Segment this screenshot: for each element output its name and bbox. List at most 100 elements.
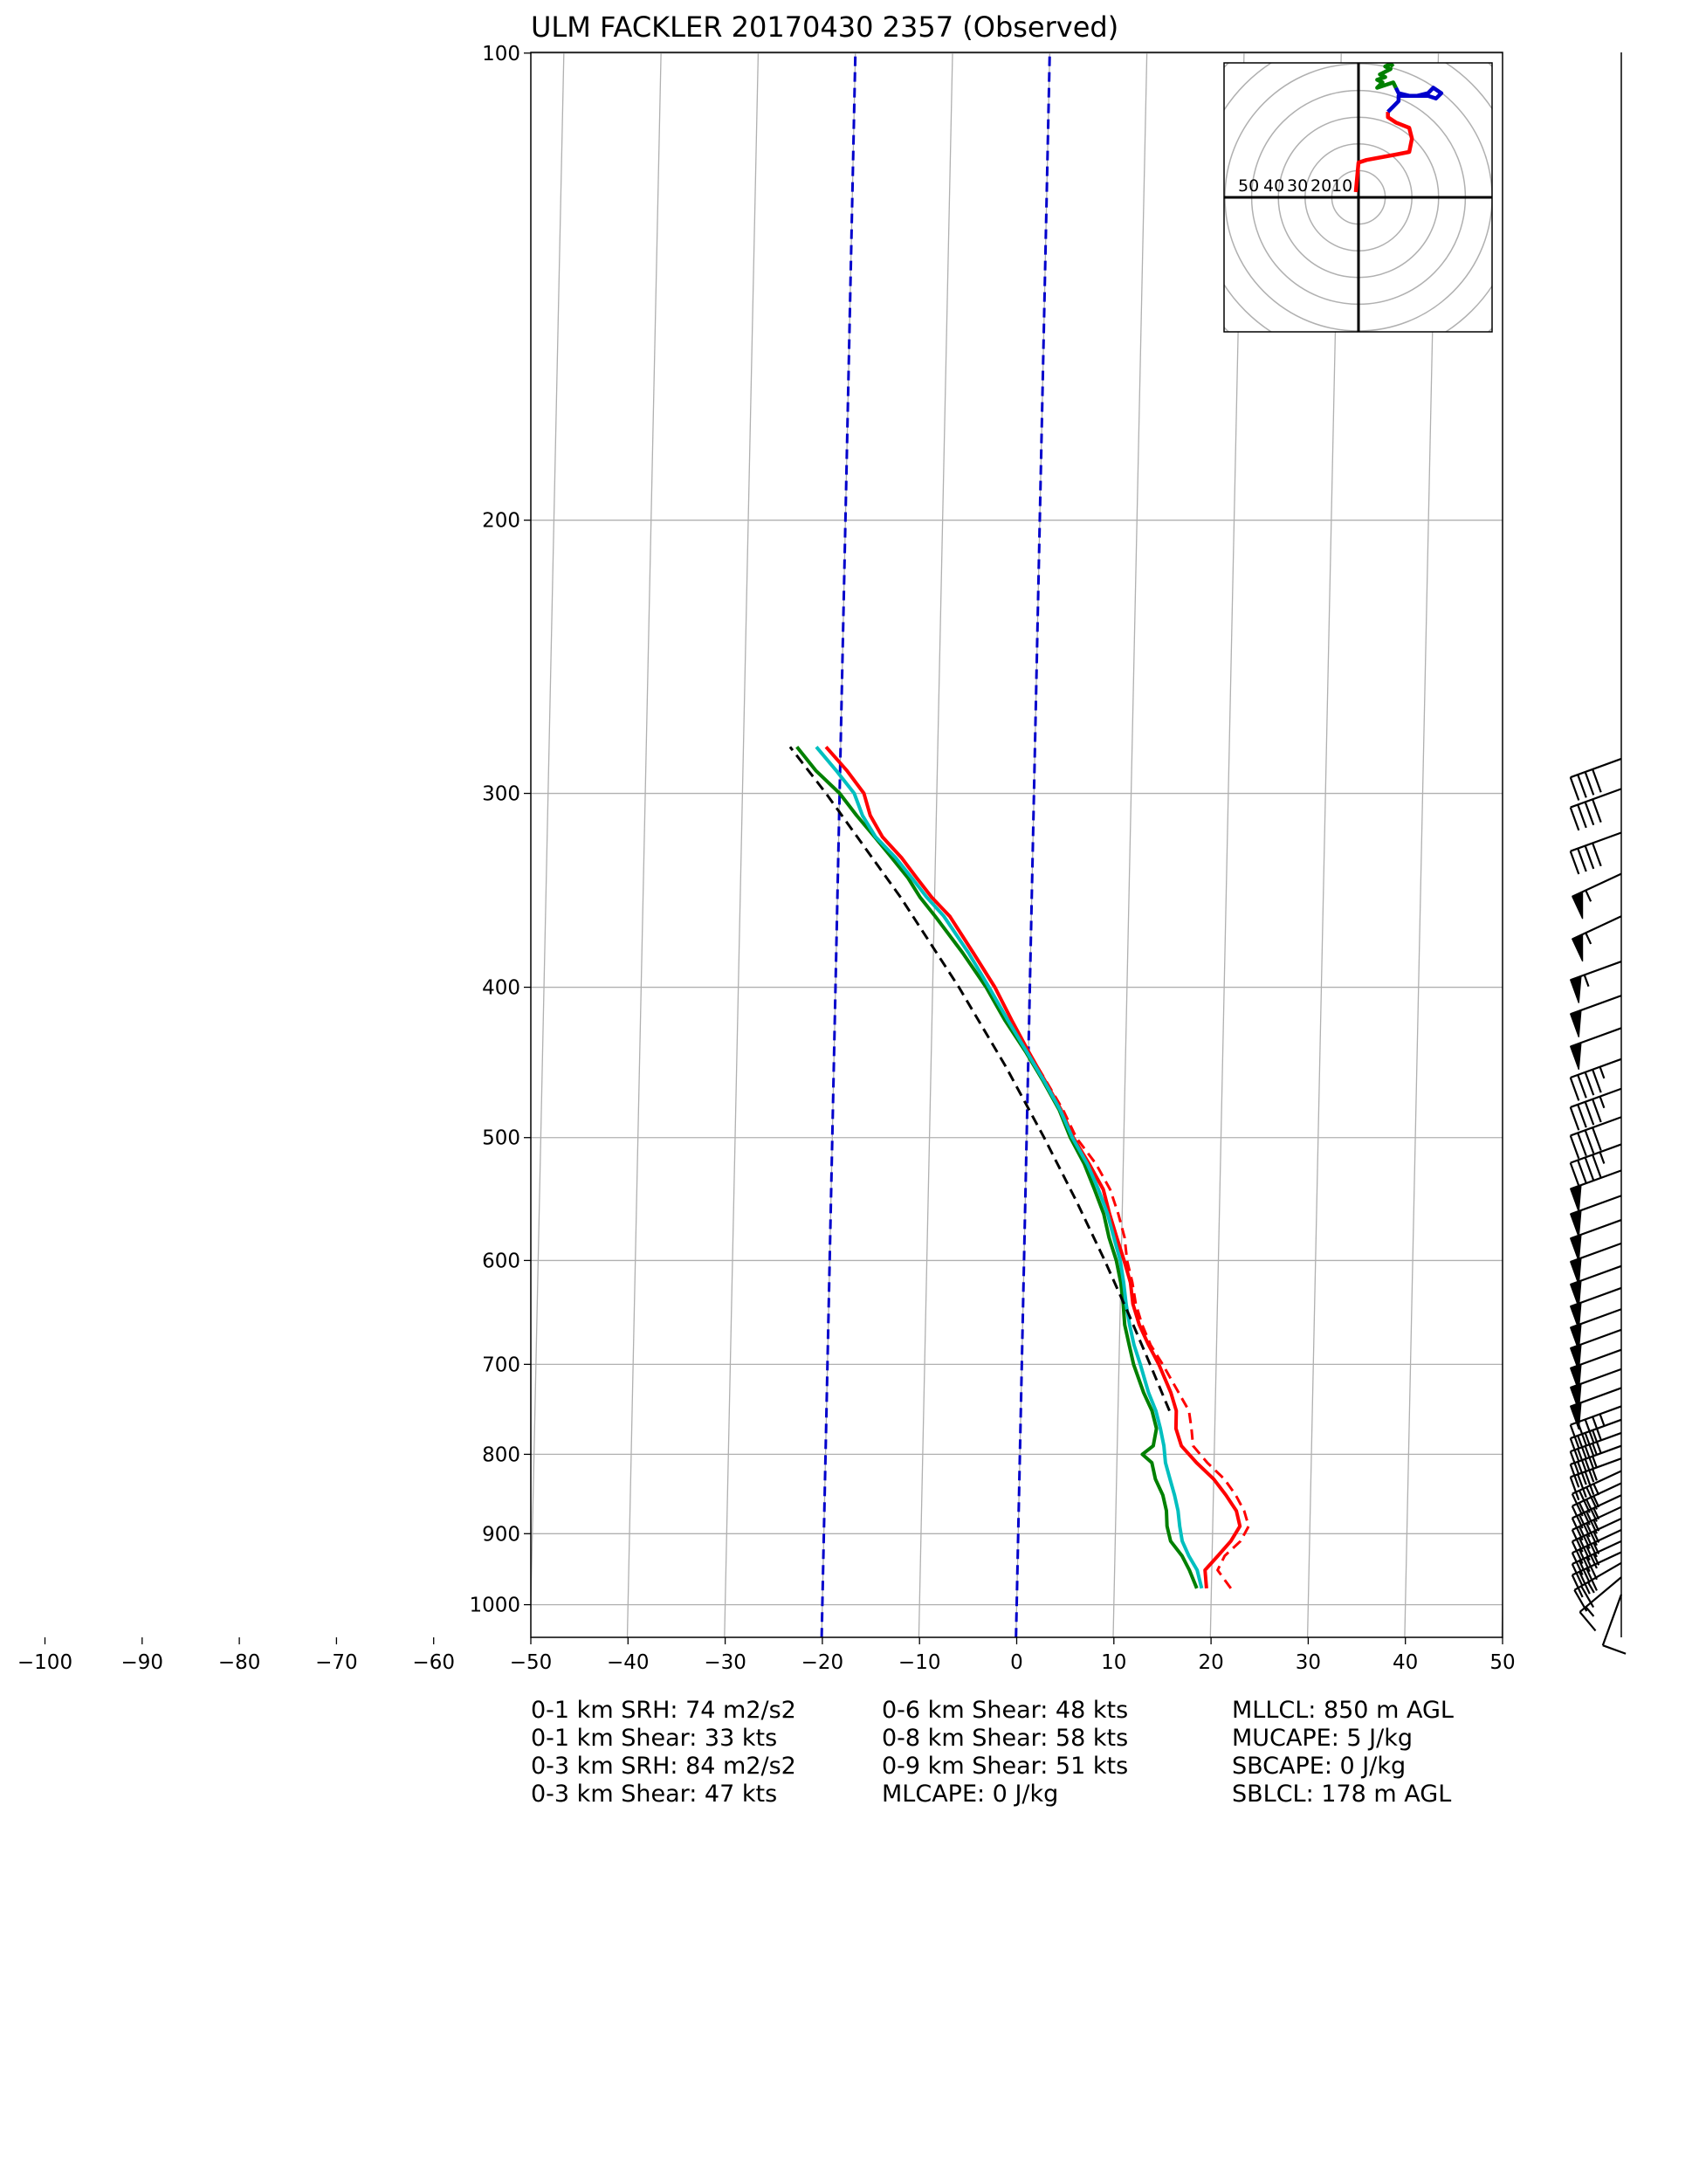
wind-barb-full [1584, 1101, 1595, 1126]
xtick-label: −90 [121, 1651, 164, 1674]
wind-barb-full [1592, 798, 1602, 823]
wind-barb-full [1584, 1157, 1595, 1182]
xtick-label: 30 [1296, 1651, 1321, 1674]
wind-barb-full [1569, 1464, 1580, 1488]
ytick-label: 700 [482, 1354, 520, 1376]
wind-barb-full [1592, 1154, 1602, 1179]
wind-barb-full [1586, 1546, 1598, 1569]
wind-barb-staff [1572, 1470, 1622, 1495]
wind-barb-full [1571, 1493, 1584, 1517]
wind-barb-full [1586, 1498, 1598, 1522]
wind-barb [1571, 1517, 1622, 1565]
wind-barb-flag [1572, 891, 1584, 920]
wind-barb-full [1578, 1514, 1591, 1538]
wind-barb-half [1592, 1531, 1600, 1543]
wind-barb-staff [1572, 1482, 1622, 1507]
wind-barb-flag [1569, 1184, 1582, 1213]
wind-barb-full [1586, 1534, 1598, 1558]
wind-barb-staff [1570, 831, 1622, 852]
wind-barb-half [1592, 1554, 1600, 1566]
wind-barb-flag [1569, 1042, 1582, 1071]
wind-barb [1571, 1482, 1622, 1529]
isotherm-gridline [724, 52, 760, 1637]
xtick-label: −60 [412, 1651, 455, 1674]
wind-barb-full [1586, 1486, 1598, 1510]
wind-barb [1571, 1494, 1622, 1541]
wind-barb [1569, 1116, 1622, 1160]
wind-barb-full [1577, 1074, 1587, 1099]
wind-barb-full [1579, 1611, 1597, 1632]
ytick-label: 800 [482, 1443, 520, 1466]
xtick-label: 0 [1010, 1651, 1023, 1674]
wind-barb-full [1571, 1517, 1584, 1541]
stat-sbcape: SBCAPE: 0 J/kg [1232, 1753, 1406, 1780]
xtick-label: −20 [801, 1651, 844, 1674]
wind-barb-half [1599, 1066, 1606, 1079]
hodograph: 50 40 30 20 10 [1223, 62, 1493, 333]
wind-barb-full [1569, 807, 1580, 831]
wind-barb-full [1578, 1526, 1591, 1549]
wind-barb-flag [1569, 1257, 1582, 1285]
wind-barb [1569, 1405, 1622, 1449]
wind-barb-full [1577, 1160, 1587, 1184]
wind-barb-full [1584, 1071, 1595, 1096]
wind-barb-staff [1572, 1505, 1622, 1531]
stat-shear-06: 0-6 km Shear: 48 kts [882, 1697, 1128, 1724]
wind-barb-full [1592, 1126, 1602, 1151]
wind-barb-full [1571, 1505, 1584, 1529]
hodograph-segment [1375, 63, 1398, 90]
isotherm-gridline [1112, 52, 1148, 1637]
wind-barb-staff [1570, 788, 1622, 809]
wind-barb-full [1569, 1437, 1580, 1462]
wind-barb-flag [1569, 975, 1582, 1003]
wind-barb-staff [1570, 1116, 1622, 1137]
chart-title: ULM FACKLER 20170430 2357 (Observed) [531, 10, 1118, 44]
wind-barb-full [1592, 768, 1602, 793]
wind-barb [1569, 1087, 1622, 1131]
stat-srh-01: 0-1 km SRH: 74 m2/s2 [531, 1697, 796, 1724]
wind-barb-full [1578, 1502, 1591, 1526]
wind-barb [1579, 1576, 1622, 1632]
wind-barb-half [1592, 1542, 1600, 1554]
xtick-label: −50 [510, 1651, 553, 1674]
wind-barb-full [1569, 1106, 1580, 1131]
isotherm-highlight [1015, 52, 1051, 1637]
wind-barb-staff [1601, 1594, 1623, 1646]
wind-barbs [1569, 52, 1627, 1655]
wind-barb-full [1578, 1537, 1591, 1561]
wind-barb-half [1599, 1096, 1606, 1109]
wind-barb-full [1569, 776, 1580, 801]
highlighted-isotherms [820, 52, 1051, 1637]
wind-barb-full [1577, 848, 1587, 872]
wind-barb-full [1571, 1574, 1584, 1598]
wind-barb [1569, 831, 1622, 875]
wind-barb-full [1577, 1104, 1587, 1128]
wind-barb-full [1592, 1099, 1602, 1123]
ytick-label: 300 [482, 783, 520, 806]
wind-barb-full [1586, 1511, 1598, 1534]
wind-barb [1569, 995, 1622, 1037]
wind-barb-full [1592, 1416, 1602, 1441]
profile-series [788, 745, 1250, 1589]
wind-barb-half [1583, 975, 1590, 987]
wind-barb-full [1584, 1471, 1595, 1495]
wind-barb-full [1584, 1419, 1595, 1443]
wind-barb [1569, 757, 1622, 801]
stat-shear-09: 0-9 km Shear: 51 kts [882, 1753, 1128, 1780]
wind-barb-full [1578, 1571, 1591, 1595]
wind-barb-full [1584, 845, 1595, 870]
wind-barb-full [1571, 1552, 1584, 1576]
wind-barb-full [1569, 1162, 1580, 1187]
wind-barb [1569, 1143, 1622, 1187]
wind-barb-full [1577, 774, 1587, 798]
wind-barb-half [1592, 1468, 1598, 1481]
stats-panel: 0-1 km SRH: 74 m2/s2 0-1 km Shear: 33 kt… [531, 1697, 1454, 1808]
wind-barb-full [1577, 1435, 1587, 1459]
wind-barb-half [1599, 1151, 1606, 1164]
wind-barb-full [1586, 1567, 1598, 1591]
wind-barb [1571, 1540, 1622, 1587]
wind-barb-half [1592, 1483, 1600, 1496]
wind-barb-full [1578, 1548, 1591, 1573]
wind-barb-flag [1569, 1233, 1582, 1262]
isotherm-gridline [918, 52, 953, 1637]
